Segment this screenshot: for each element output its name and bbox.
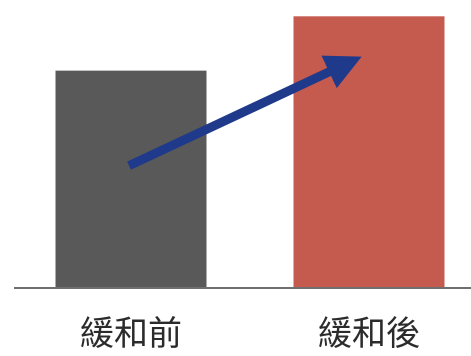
bar-after	[293, 16, 445, 289]
trend-arrow	[127, 55, 362, 170]
x-tick-label: 緩和後	[318, 314, 420, 354]
bars-layer	[55, 16, 445, 289]
x-tick-label: 緩和前	[80, 314, 182, 354]
labels-layer: 緩和前 緩和後	[80, 314, 420, 354]
bar-before	[55, 70, 207, 288]
